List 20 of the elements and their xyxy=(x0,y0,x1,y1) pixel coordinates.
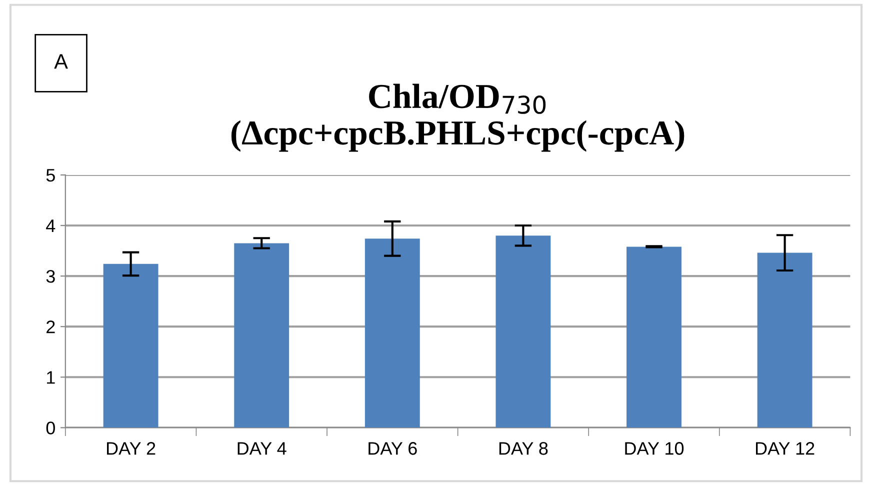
y-tick-label: 1 xyxy=(47,371,55,384)
x-tick-label: DAY 8 xyxy=(499,442,548,455)
bar xyxy=(496,236,551,428)
text: A xyxy=(54,54,68,69)
bar xyxy=(757,252,812,428)
y-tick-label: 0 xyxy=(46,422,55,434)
y-tick-label: 2 xyxy=(46,320,55,334)
chart-title: Chla/OD$_{730}$ (Δcpc+cpcB.PHLS+cpc(-cpcA) xyxy=(231,84,684,152)
x-tick-label: DAY 10 xyxy=(625,442,684,455)
bar xyxy=(364,238,420,428)
x-tick-label: DAY 6 xyxy=(368,442,417,455)
y-tick-label: 3 xyxy=(46,270,55,283)
x-tick-label: DAY 12 xyxy=(756,442,814,455)
x-tick-label: DAY 4 xyxy=(238,442,286,455)
bar xyxy=(103,264,158,428)
bar xyxy=(626,246,682,428)
bar xyxy=(234,243,290,428)
y-tick-label: 5 xyxy=(46,169,55,182)
y-tick-label: 4 xyxy=(46,220,56,232)
x-tick-label: DAY 2 xyxy=(107,442,156,455)
